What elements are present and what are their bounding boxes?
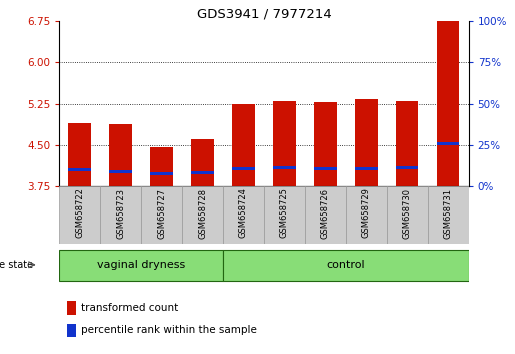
Bar [437,142,459,145]
Text: GSM658729: GSM658729 [362,188,371,239]
Bar [59,250,223,281]
Bar [387,186,427,244]
Bar [355,99,377,186]
Bar [427,186,469,244]
Text: GSM658724: GSM658724 [239,188,248,239]
Bar [191,139,214,186]
Text: GSM658722: GSM658722 [75,188,84,239]
Bar [273,166,296,169]
Bar [223,250,469,281]
Text: GSM658728: GSM658728 [198,188,207,239]
Text: vaginal dryness: vaginal dryness [97,260,185,270]
Text: GSM658727: GSM658727 [157,188,166,239]
Title: GDS3941 / 7977214: GDS3941 / 7977214 [197,7,331,20]
Bar [150,148,173,186]
Bar [109,124,132,186]
Bar [68,123,91,186]
Bar [314,167,337,170]
Bar [437,21,459,186]
Bar [68,168,91,171]
Bar [273,101,296,186]
Text: GSM658731: GSM658731 [444,188,453,239]
Bar [232,167,255,170]
Bar [141,186,182,244]
Bar [314,102,337,186]
Text: GSM658726: GSM658726 [321,188,330,239]
Bar [59,186,100,244]
Bar [355,167,377,170]
Text: GSM658730: GSM658730 [403,188,411,239]
Text: transformed count: transformed count [80,303,178,313]
Bar [67,324,76,337]
Bar [223,186,264,244]
Bar [264,186,305,244]
Bar [396,101,419,186]
Text: control: control [327,260,365,270]
Bar [346,186,387,244]
Bar [182,186,223,244]
Text: GSM658723: GSM658723 [116,188,125,239]
Bar [109,170,132,172]
Text: percentile rank within the sample: percentile rank within the sample [80,325,256,336]
Bar [100,186,141,244]
Text: disease state: disease state [0,260,33,270]
Bar [150,172,173,175]
Bar [67,301,76,315]
Bar [191,171,214,174]
Bar [396,166,419,169]
Bar [305,186,346,244]
Text: GSM658725: GSM658725 [280,188,289,239]
Bar [232,104,255,186]
